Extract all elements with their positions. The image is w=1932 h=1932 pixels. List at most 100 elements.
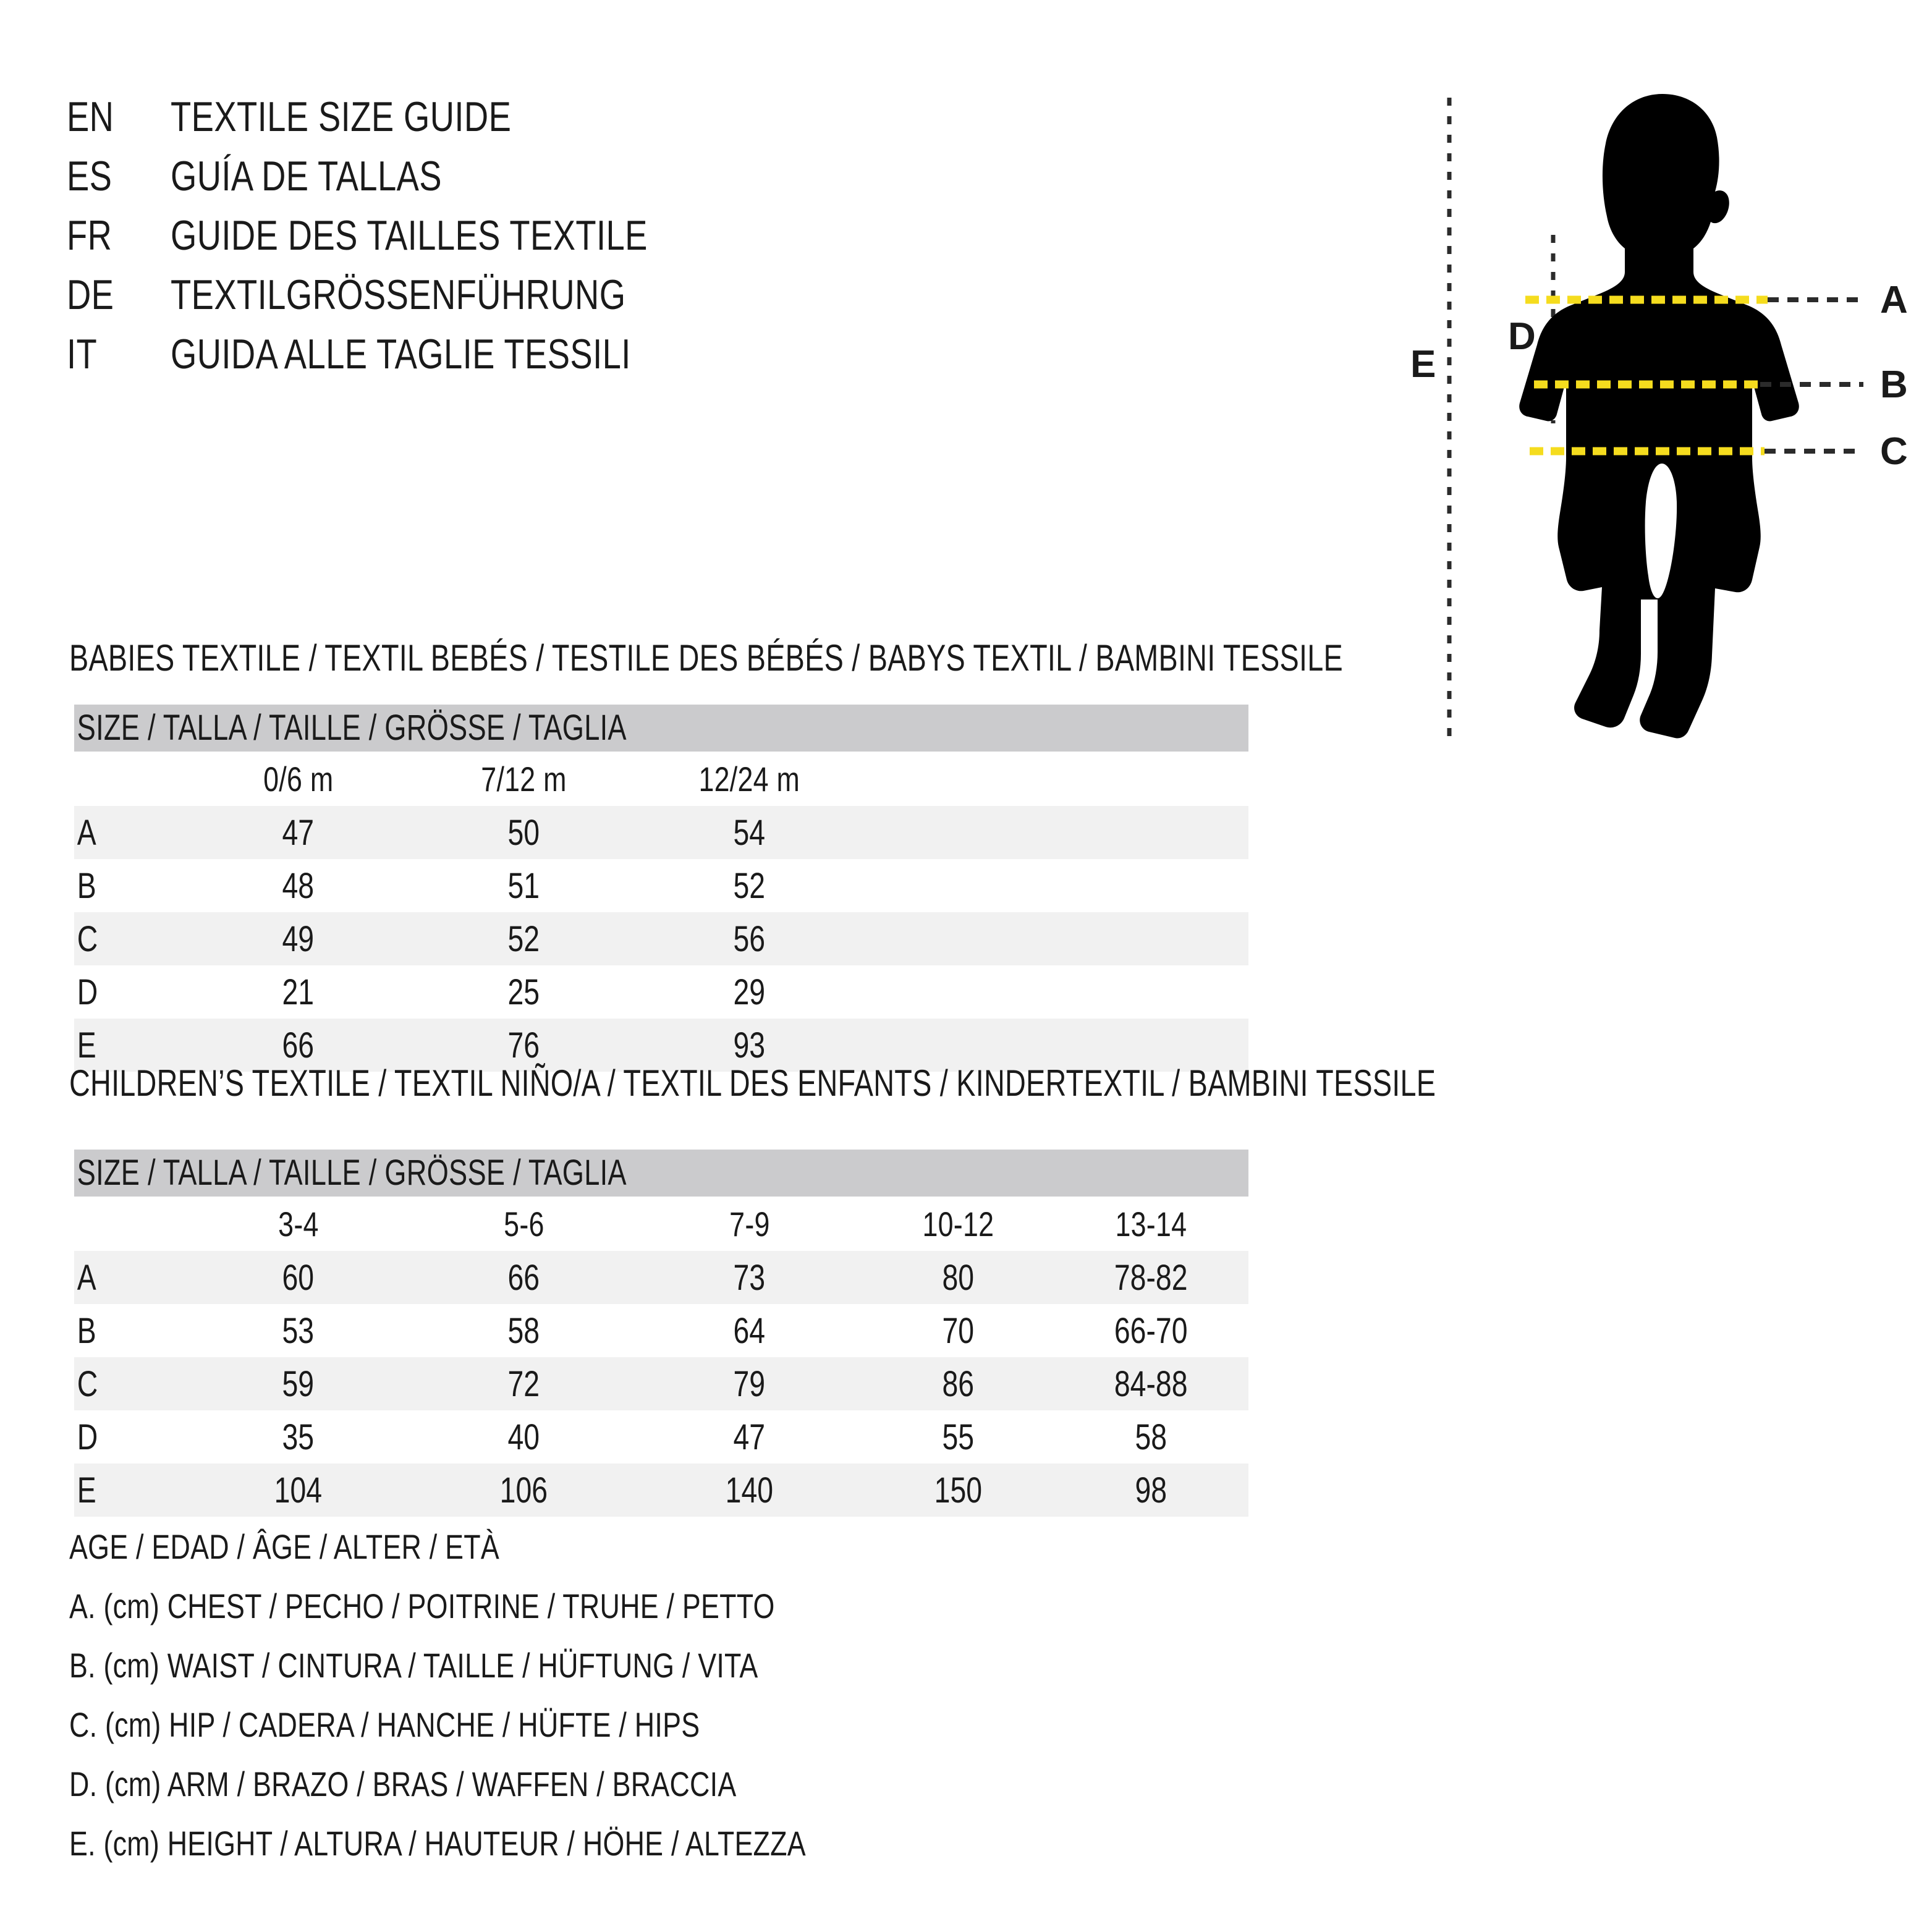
cell-value: 76 xyxy=(507,1025,540,1066)
cell-value: 78-82 xyxy=(1114,1257,1188,1298)
row-letter: A xyxy=(77,812,96,853)
cell-value: 66 xyxy=(282,1025,315,1066)
language-code: DE xyxy=(67,271,114,318)
language-row: EN TEXTILE SIZE GUIDE xyxy=(67,93,870,152)
language-title: GUÍA DE TALLAS xyxy=(171,153,442,200)
label-hip: C xyxy=(1880,430,1908,473)
table-row: A 47 50 54 xyxy=(74,806,1248,859)
cell-value: 51 xyxy=(507,865,540,906)
cell-value: 49 xyxy=(282,918,315,959)
cell-value: 56 xyxy=(733,918,766,959)
cell-value: 55 xyxy=(942,1417,974,1457)
column-header-row: 3-4 5-6 7-9 10-12 13-14 xyxy=(74,1197,1249,1251)
row-letter: E xyxy=(77,1025,96,1066)
legend-line-age: AGE / EDAD / ÂGE / ALTER / ETÀ xyxy=(69,1527,499,1566)
cell-value: 40 xyxy=(507,1417,540,1457)
measurement-legend: AGE / EDAD / ÂGE / ALTER / ETÀ A. (cm) C… xyxy=(69,1517,1120,1873)
cell-value: 84-88 xyxy=(1114,1363,1188,1404)
cell-value: 98 xyxy=(1135,1470,1167,1510)
language-row: DE TEXTILGRÖSSENFÜHRUNG xyxy=(67,271,870,330)
table-row: D 21 25 29 xyxy=(74,965,1248,1019)
cell-value: 21 xyxy=(282,972,315,1012)
language-code: FR xyxy=(67,212,112,259)
legend-line-chest: A. (cm) CHEST / PECHO / POITRINE / TRUHE… xyxy=(69,1587,775,1625)
cell-value: 104 xyxy=(274,1470,323,1510)
label-arm: D xyxy=(1508,315,1536,358)
cell-value: 48 xyxy=(282,865,315,906)
cell-value: 35 xyxy=(282,1417,315,1457)
children-size-table: SIZE / TALLA / TAILLE / GRÖSSE / TAGLIA … xyxy=(74,1150,1249,1517)
table-row: E 104 106 140 150 98 xyxy=(74,1464,1249,1517)
column-header: 3-4 xyxy=(278,1204,319,1244)
column-header: 7-9 xyxy=(729,1204,770,1244)
table-header-band: SIZE / TALLA / TAILLE / GRÖSSE / TAGLIA xyxy=(74,705,1248,752)
label-height: E xyxy=(1410,343,1436,386)
row-letter: A xyxy=(77,1257,96,1298)
cell-value: 64 xyxy=(733,1310,766,1351)
cell-value: 60 xyxy=(282,1257,315,1298)
table-row: B 48 51 52 xyxy=(74,859,1248,912)
cell-value: 66-70 xyxy=(1114,1310,1188,1351)
cell-value: 80 xyxy=(942,1257,974,1298)
legend-line-height: E. (cm) HEIGHT / ALTURA / HAUTEUR / HÖHE… xyxy=(69,1824,806,1863)
cell-value: 47 xyxy=(282,812,315,853)
cell-value: 50 xyxy=(507,812,540,853)
cell-value: 52 xyxy=(733,865,766,906)
cell-value: 59 xyxy=(282,1363,315,1404)
cell-value: 53 xyxy=(282,1310,315,1351)
cell-value: 70 xyxy=(942,1310,974,1351)
legend-line-hip: C. (cm) HIP / CADERA / HANCHE / HÜFTE / … xyxy=(69,1705,700,1744)
column-header: 12/24 m xyxy=(698,759,800,799)
cell-value: 52 xyxy=(507,918,540,959)
cell-value: 93 xyxy=(733,1025,766,1066)
column-header: 10-12 xyxy=(922,1204,994,1244)
cell-value: 79 xyxy=(733,1363,766,1404)
language-title: GUIDE DES TAILLES TEXTILE xyxy=(171,212,648,259)
cell-value: 29 xyxy=(733,972,766,1012)
language-code: ES xyxy=(67,153,112,200)
measurement-diagram: A B C D E xyxy=(1403,68,1910,760)
language-row: IT GUIDA ALLE TAGLIE TESSILI xyxy=(67,330,870,389)
table-row: D 35 40 47 55 58 xyxy=(74,1410,1249,1464)
label-waist: B xyxy=(1880,363,1908,406)
legend-line-waist: B. (cm) WAIST / CINTURA / TAILLE / HÜFTU… xyxy=(69,1646,758,1685)
column-header: 5-6 xyxy=(503,1204,544,1244)
table-row: C 49 52 56 xyxy=(74,912,1248,965)
cell-value: 66 xyxy=(507,1257,540,1298)
table-row: B 53 58 64 70 66-70 xyxy=(74,1304,1249,1357)
cell-value: 25 xyxy=(507,972,540,1012)
language-code: EN xyxy=(67,93,114,140)
language-title: TEXTILE SIZE GUIDE xyxy=(171,93,512,140)
table-row: C 59 72 79 86 84-88 xyxy=(74,1357,1249,1410)
column-header: 7/12 m xyxy=(481,759,567,799)
cell-value: 106 xyxy=(499,1470,548,1510)
children-section-title: CHILDREN’S TEXTILE / TEXTIL NIÑO/A / TEX… xyxy=(69,1062,1436,1104)
column-header: 13-14 xyxy=(1115,1204,1187,1244)
cell-value: 58 xyxy=(1135,1417,1167,1457)
language-code: IT xyxy=(67,331,98,378)
row-letter: D xyxy=(77,972,98,1012)
cell-value: 72 xyxy=(507,1363,540,1404)
cell-value: 58 xyxy=(507,1310,540,1351)
row-letter: C xyxy=(77,918,98,959)
babies-section-title: BABIES TEXTILE / TEXTIL BEBÉS / TESTILE … xyxy=(69,637,1343,679)
legend-line-arm: D. (cm) ARM / BRAZO / BRAS / WAFFEN / BR… xyxy=(69,1765,737,1803)
row-letter: D xyxy=(77,1417,98,1457)
row-letter: E xyxy=(77,1470,96,1510)
table-row: A 60 66 73 80 78-82 xyxy=(74,1251,1249,1304)
language-row: ES GUÍA DE TALLAS xyxy=(67,152,870,211)
row-letter: B xyxy=(77,865,96,906)
child-silhouette-icon xyxy=(1519,94,1799,739)
table-header-band: SIZE / TALLA / TAILLE / GRÖSSE / TAGLIA xyxy=(74,1150,1249,1197)
language-title: GUIDA ALLE TAGLIE TESSILI xyxy=(171,331,631,378)
table-header-band-label: SIZE / TALLA / TAILLE / GRÖSSE / TAGLIA xyxy=(77,708,627,748)
cell-value: 54 xyxy=(733,812,766,853)
cell-value: 140 xyxy=(725,1470,774,1510)
table-header-band-label: SIZE / TALLA / TAILLE / GRÖSSE / TAGLIA xyxy=(77,1153,627,1193)
cell-value: 47 xyxy=(733,1417,766,1457)
cell-value: 73 xyxy=(733,1257,766,1298)
language-title: TEXTILGRÖSSENFÜHRUNG xyxy=(171,271,626,318)
cell-value: 86 xyxy=(942,1363,974,1404)
column-header-row: 0/6 m 7/12 m 12/24 m xyxy=(74,752,1248,806)
row-letter: B xyxy=(77,1310,96,1351)
